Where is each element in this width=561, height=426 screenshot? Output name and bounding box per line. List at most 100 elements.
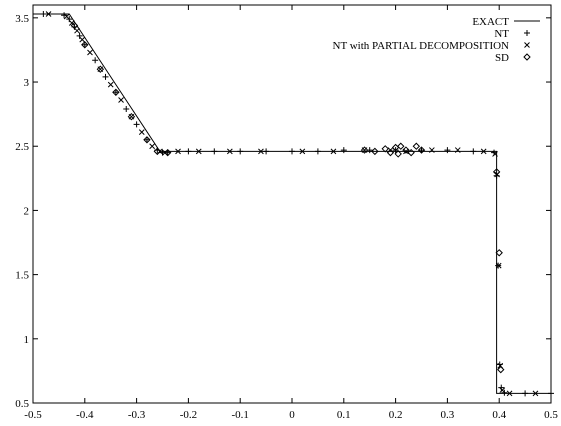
plot-frame <box>32 4 552 404</box>
legend-label: NT <box>494 28 509 40</box>
data-point <box>340 147 347 154</box>
data-point <box>163 148 172 157</box>
data-point <box>185 148 192 155</box>
data-point <box>143 136 150 143</box>
data-point <box>118 97 124 103</box>
data-point <box>81 41 88 48</box>
data-point <box>127 112 136 121</box>
data-point <box>381 145 389 153</box>
series-layer <box>33 10 554 397</box>
legend-label: EXACT <box>472 16 509 28</box>
data-point <box>330 148 337 155</box>
data-point <box>403 148 409 155</box>
data-point <box>360 146 369 154</box>
legend-label: NT with PARTIAL DECOMPOSITION <box>333 40 510 52</box>
y-tick-label: 1.5 <box>15 270 29 282</box>
data-point <box>107 81 114 88</box>
data-point <box>66 16 73 23</box>
series-0 <box>33 13 551 394</box>
x-tick-label: 0.1 <box>337 409 351 421</box>
data-point <box>79 36 86 43</box>
data-point <box>195 148 202 155</box>
data-point <box>92 57 99 64</box>
series-1 <box>40 10 554 397</box>
data-point <box>81 41 89 49</box>
x-tick-label: 0.5 <box>544 409 558 421</box>
data-point <box>314 148 321 155</box>
data-point <box>87 49 93 56</box>
data-point <box>133 121 140 128</box>
data-point <box>289 148 295 155</box>
data-point <box>397 142 405 150</box>
series-2 <box>45 11 539 397</box>
legend-marker <box>523 53 531 61</box>
data-point <box>418 147 425 154</box>
data-point <box>394 150 402 158</box>
data-point <box>76 32 83 39</box>
data-point <box>492 151 498 157</box>
data-point <box>499 387 506 394</box>
data-point <box>70 21 79 30</box>
data-point <box>153 147 162 156</box>
data-point <box>454 147 461 153</box>
legend-marker <box>524 30 530 36</box>
data-point <box>470 148 477 155</box>
data-point <box>444 147 451 154</box>
data-point <box>299 148 306 155</box>
y-tick-label: 3 <box>24 77 30 89</box>
x-tick-label: 0 <box>289 409 295 421</box>
data-point <box>175 148 181 155</box>
data-point <box>112 89 119 96</box>
y-tick-label: 2.5 <box>15 141 29 153</box>
data-point <box>386 148 395 157</box>
data-point <box>258 148 264 155</box>
data-point <box>480 148 487 155</box>
x-tick-label: 0.4 <box>492 409 506 421</box>
data-point <box>407 148 415 157</box>
legend-label: SD <box>495 52 509 64</box>
data-point <box>495 249 503 257</box>
data-point <box>429 147 435 153</box>
legend-marker <box>524 42 530 48</box>
y-tick-label: 0.5 <box>15 398 29 410</box>
data-point <box>532 390 539 397</box>
data-point <box>74 27 80 34</box>
series-3 <box>70 21 505 374</box>
data-point <box>149 143 155 150</box>
x-tick-label: -0.2 <box>180 409 197 421</box>
data-point <box>506 390 513 397</box>
data-point <box>138 129 145 135</box>
x-tick-label: 0.2 <box>389 409 403 421</box>
data-point <box>123 105 130 112</box>
y-tick-label: 2 <box>24 205 30 217</box>
data-point <box>495 262 502 269</box>
data-point <box>492 168 501 176</box>
data-point <box>371 147 379 156</box>
x-tick-label: -0.5 <box>24 409 42 421</box>
data-point <box>263 148 270 155</box>
data-point <box>112 88 120 97</box>
data-point <box>226 148 233 155</box>
data-point <box>63 13 70 20</box>
exact-line <box>33 13 551 394</box>
data-point <box>548 390 554 397</box>
data-point <box>237 148 244 155</box>
x-tick-label: 0.3 <box>441 409 455 421</box>
y-tick-label: 1 <box>24 334 30 346</box>
data-point <box>68 20 75 26</box>
data-point <box>45 11 52 17</box>
axis-ticks: -0.5 -0.4 -0.3 -0.2 -0.1 0 0.1 0.2 0.3 0.4 0.5 0.5 1… <box>15 5 558 421</box>
data-point <box>417 146 426 154</box>
data-point <box>412 142 421 150</box>
data-point <box>40 10 47 17</box>
data-point <box>497 365 505 374</box>
data-point <box>96 65 105 73</box>
data-point <box>522 390 529 397</box>
data-point <box>402 146 410 154</box>
x-tick-label: -0.1 <box>231 409 248 421</box>
y-tick-label: 3.5 <box>15 13 29 25</box>
data-point <box>211 148 218 155</box>
data-point <box>143 136 151 144</box>
